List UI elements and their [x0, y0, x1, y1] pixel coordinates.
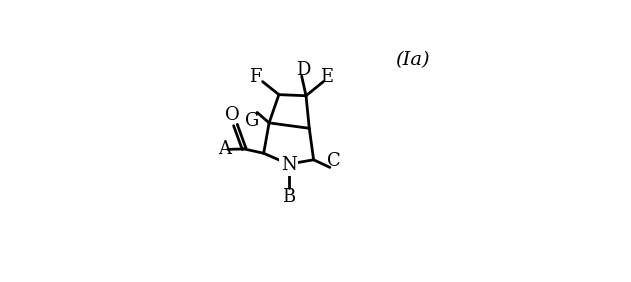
Text: O: O — [225, 106, 240, 124]
Text: N: N — [281, 156, 297, 174]
Text: G: G — [245, 112, 259, 130]
Text: C: C — [327, 152, 341, 170]
Text: E: E — [320, 68, 333, 86]
Text: B: B — [282, 188, 295, 206]
Text: F: F — [249, 68, 261, 86]
Text: (Ia): (Ia) — [395, 51, 430, 69]
Text: A: A — [218, 140, 231, 158]
Text: D: D — [295, 61, 310, 79]
